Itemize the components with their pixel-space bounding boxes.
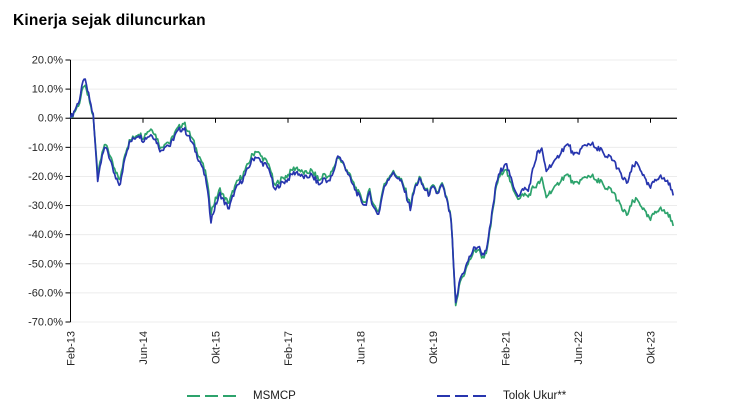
x-axis-tick-label: Jun-22	[573, 331, 585, 365]
y-axis-tick-label: -20.0%	[28, 171, 63, 183]
x-axis-tick-label: Feb-13	[66, 331, 78, 366]
y-axis-tick-label: 20.0%	[32, 55, 63, 67]
x-axis-tick-label: Jun-18	[356, 331, 368, 365]
benchmark-line-swatch	[437, 395, 489, 397]
y-axis-tick-label: -40.0%	[28, 229, 63, 241]
x-axis-tick-label: Feb-17	[283, 331, 295, 366]
benchmark-series-line	[69, 78, 675, 304]
y-axis-tick-label: -60.0%	[28, 287, 63, 299]
y-axis-tick-label: -70.0%	[28, 317, 63, 329]
msmcp-line-swatch	[187, 395, 239, 397]
chart-title: Kinerja sejak diluncurkan	[13, 12, 206, 29]
legend-item-msmcp: MSMCP	[186, 386, 296, 406]
legend-item-benchmark: Tolok Ukur**	[436, 386, 566, 406]
x-axis-tick-label: Okt-23	[646, 331, 658, 364]
y-axis-tick-label: 0.0%	[38, 113, 63, 125]
x-axis-tick-label: Okt-19	[428, 331, 440, 364]
y-axis-tick-label: -30.0%	[28, 200, 63, 212]
y-axis-tick-label: -50.0%	[28, 258, 63, 270]
legend-label-benchmark: Tolok Ukur**	[503, 390, 567, 402]
y-axis-tick-label: -10.0%	[28, 142, 63, 154]
x-axis-tick-label: Feb-21	[501, 331, 513, 366]
x-axis-tick-label: Jun-14	[138, 331, 150, 365]
y-axis-tick-label: 10.0%	[32, 84, 63, 96]
legend-label-msmcp: MSMCP	[253, 390, 296, 402]
x-axis-tick-label: Okt-15	[211, 331, 223, 364]
